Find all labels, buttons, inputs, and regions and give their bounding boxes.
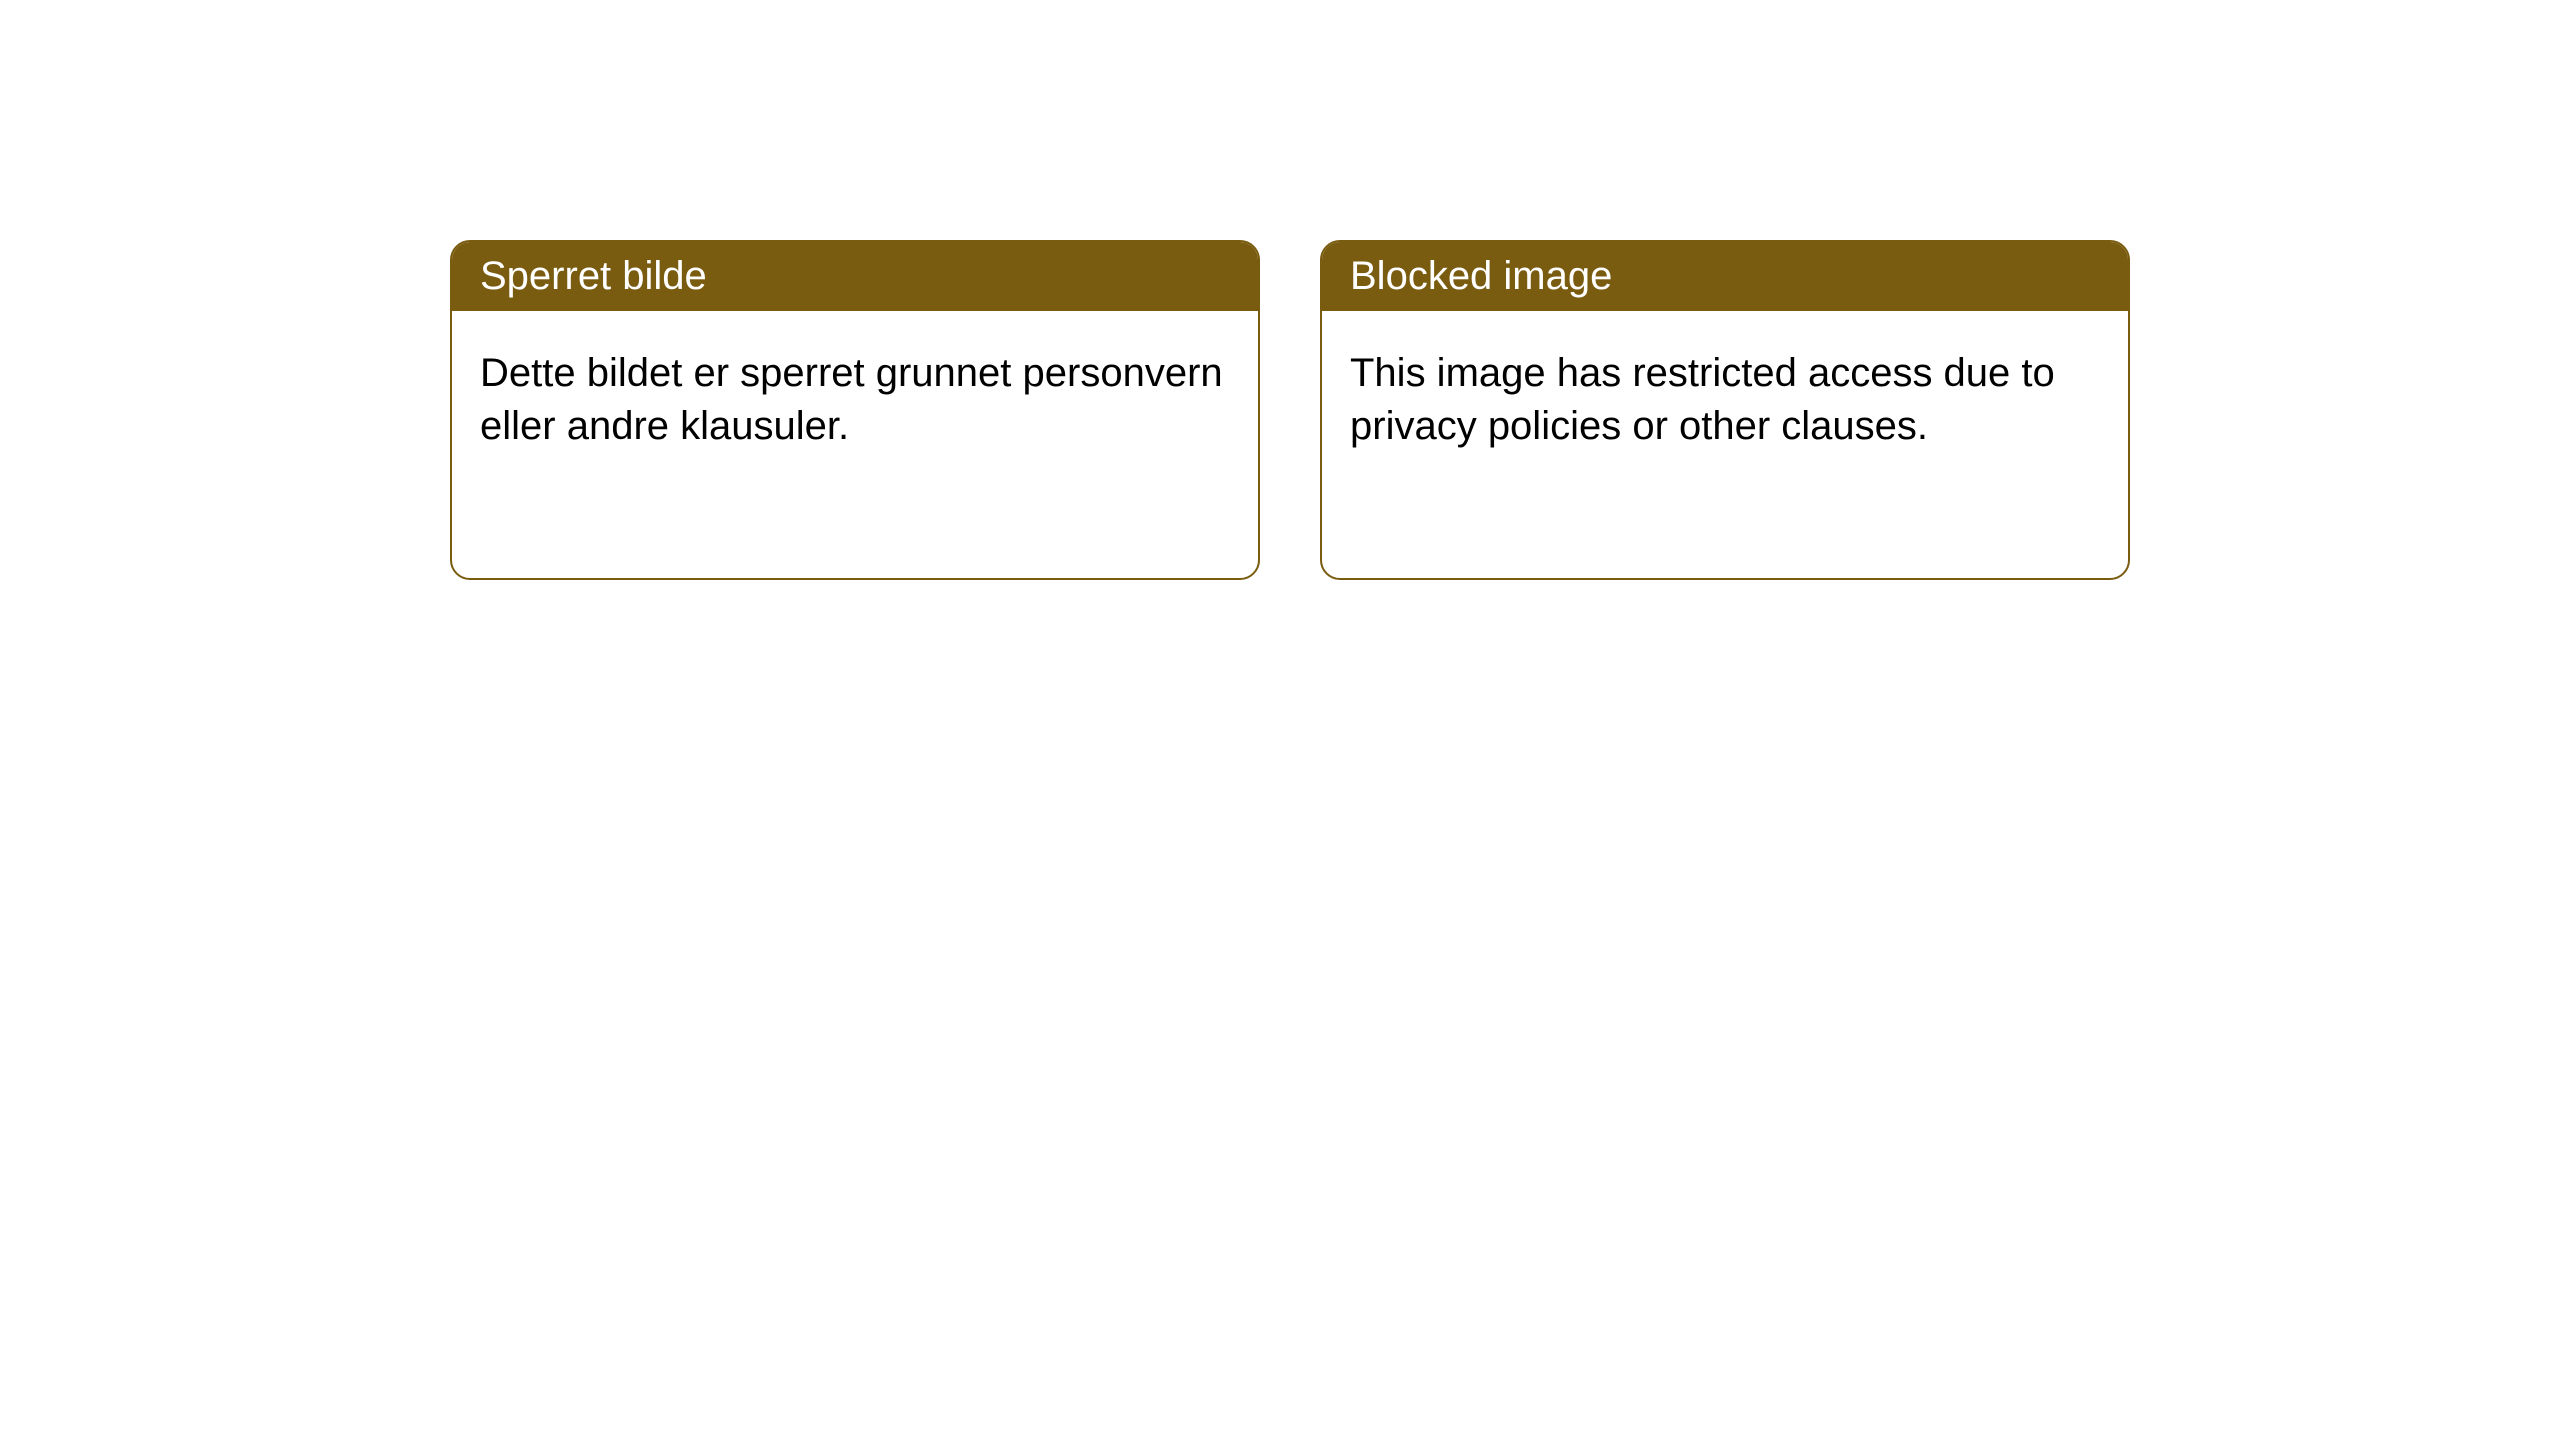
notice-card-english: Blocked image This image has restricted …: [1320, 240, 2130, 580]
notice-header: Sperret bilde: [452, 242, 1258, 311]
notice-header: Blocked image: [1322, 242, 2128, 311]
notice-container: Sperret bilde Dette bildet er sperret gr…: [0, 0, 2560, 580]
notice-card-norwegian: Sperret bilde Dette bildet er sperret gr…: [450, 240, 1260, 580]
notice-body: Dette bildet er sperret grunnet personve…: [452, 311, 1258, 489]
notice-body: This image has restricted access due to …: [1322, 311, 2128, 489]
